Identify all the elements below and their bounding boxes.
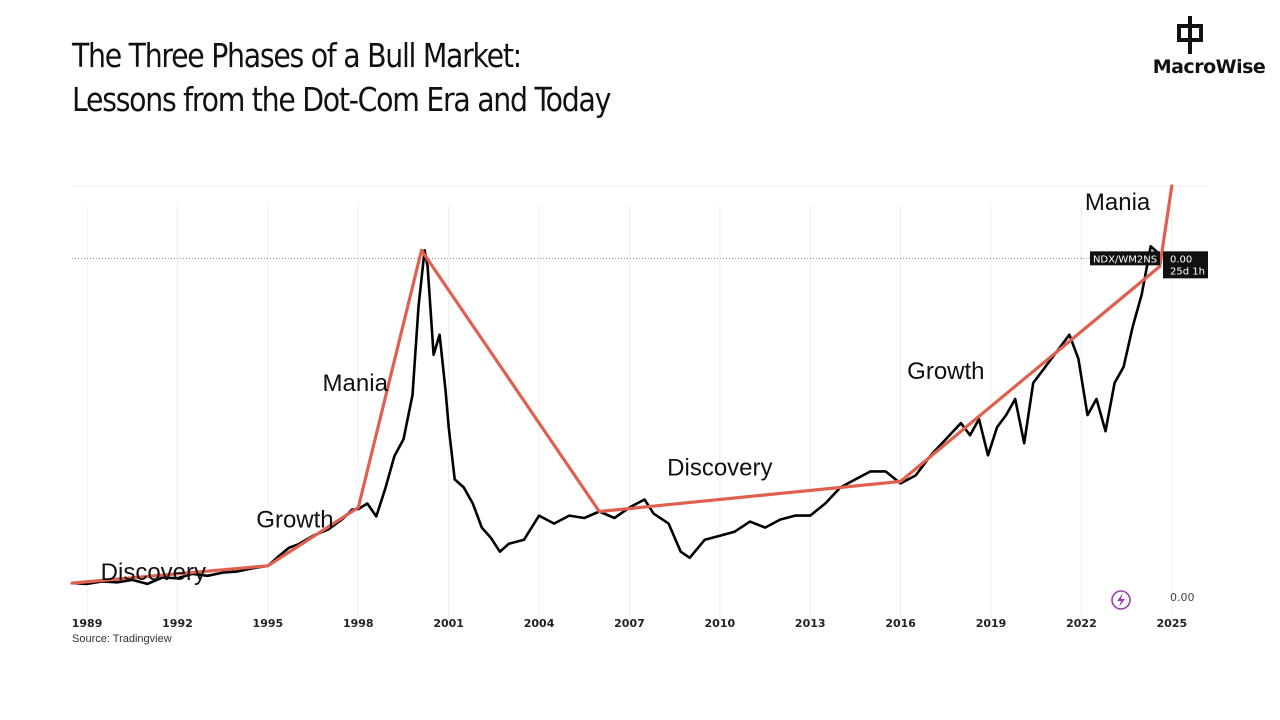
x-tick-label: 2007 — [614, 617, 645, 630]
x-tick-label: 2022 — [1066, 617, 1097, 630]
ticker-label: NDX/WM2NS — [1093, 254, 1157, 265]
x-tick-label: 1998 — [343, 617, 374, 630]
x-tick-label: 2001 — [433, 617, 464, 630]
x-tick-label: 2013 — [795, 617, 826, 630]
phase-label: Growth — [256, 507, 333, 534]
lightning-bolt-icon[interactable] — [1111, 590, 1131, 610]
page-title-line-2: Lessons from the Dot-Com Era and Today — [72, 80, 611, 119]
phase-label: Discovery — [667, 454, 772, 481]
phase-label: Mania — [323, 370, 389, 397]
countdown-label: 25d 1h — [1170, 266, 1205, 277]
logo-text: MacroWise — [1152, 56, 1266, 78]
trend-series-line — [70, 184, 1174, 585]
x-tick-label: 2016 — [885, 617, 916, 630]
title-block: The Three Phases of a Bull Market: Lesso… — [72, 34, 698, 122]
x-tick-label: 2010 — [705, 617, 736, 630]
price-series-line — [71, 245, 1161, 586]
page-title-line-1: The Three Phases of a Bull Market: — [72, 36, 522, 75]
phase-label: Mania — [1085, 189, 1151, 216]
last-value-label: 0.00 — [1170, 254, 1192, 265]
ticker-tag-bg — [1090, 251, 1160, 266]
x-tick-label: 2019 — [976, 617, 1007, 630]
x-tick-label: 1989 — [72, 617, 103, 630]
x-axis: 1989 1992 1995 1998 2001 2004 2007 2010 2013 2016… — [72, 617, 1187, 630]
bolt-glyph — [1117, 593, 1125, 607]
phase-labels: Discovery Growth Mania Discovery Growth Mania — [101, 189, 1151, 586]
x-tick-label: 1992 — [162, 617, 193, 630]
phase-label: Discovery — [101, 559, 206, 586]
x-tick-label: 2025 — [1157, 617, 1188, 630]
phase-label: Growth — [907, 358, 984, 385]
x-tick-label: 2004 — [524, 617, 555, 630]
bolt-circle — [1111, 590, 1131, 610]
macrowise-logo: MacroWise — [1146, 14, 1272, 80]
logo-mark-icon — [1177, 16, 1203, 54]
value-tag-bg — [1163, 251, 1208, 279]
y-axis-value: 0.00 — [1170, 591, 1195, 604]
x-tick-label: 1995 — [253, 617, 284, 630]
source-note: Source: Tradingview — [72, 633, 172, 645]
chart-grid — [86, 206, 1173, 632]
